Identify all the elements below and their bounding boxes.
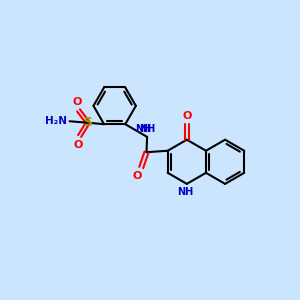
Text: H₂N: H₂N	[45, 116, 67, 126]
Text: NH: NH	[140, 124, 156, 134]
Text: O: O	[182, 111, 191, 121]
Text: O: O	[72, 97, 82, 107]
Text: O: O	[74, 140, 83, 149]
Text: NH: NH	[177, 188, 194, 197]
Text: S: S	[83, 116, 92, 129]
Text: NH: NH	[135, 124, 152, 134]
Text: O: O	[133, 171, 142, 181]
